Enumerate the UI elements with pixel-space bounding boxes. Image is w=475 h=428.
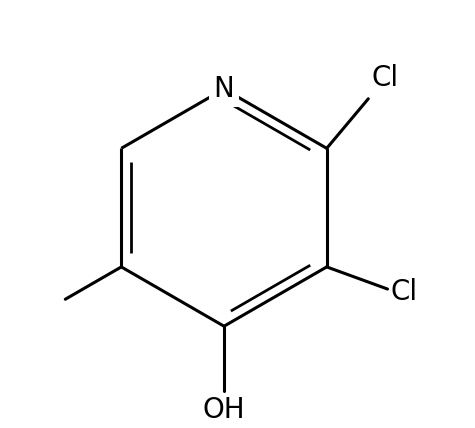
Text: N: N	[214, 75, 234, 103]
Text: OH: OH	[203, 396, 245, 424]
Text: Cl: Cl	[390, 278, 418, 306]
Text: Cl: Cl	[371, 64, 398, 92]
